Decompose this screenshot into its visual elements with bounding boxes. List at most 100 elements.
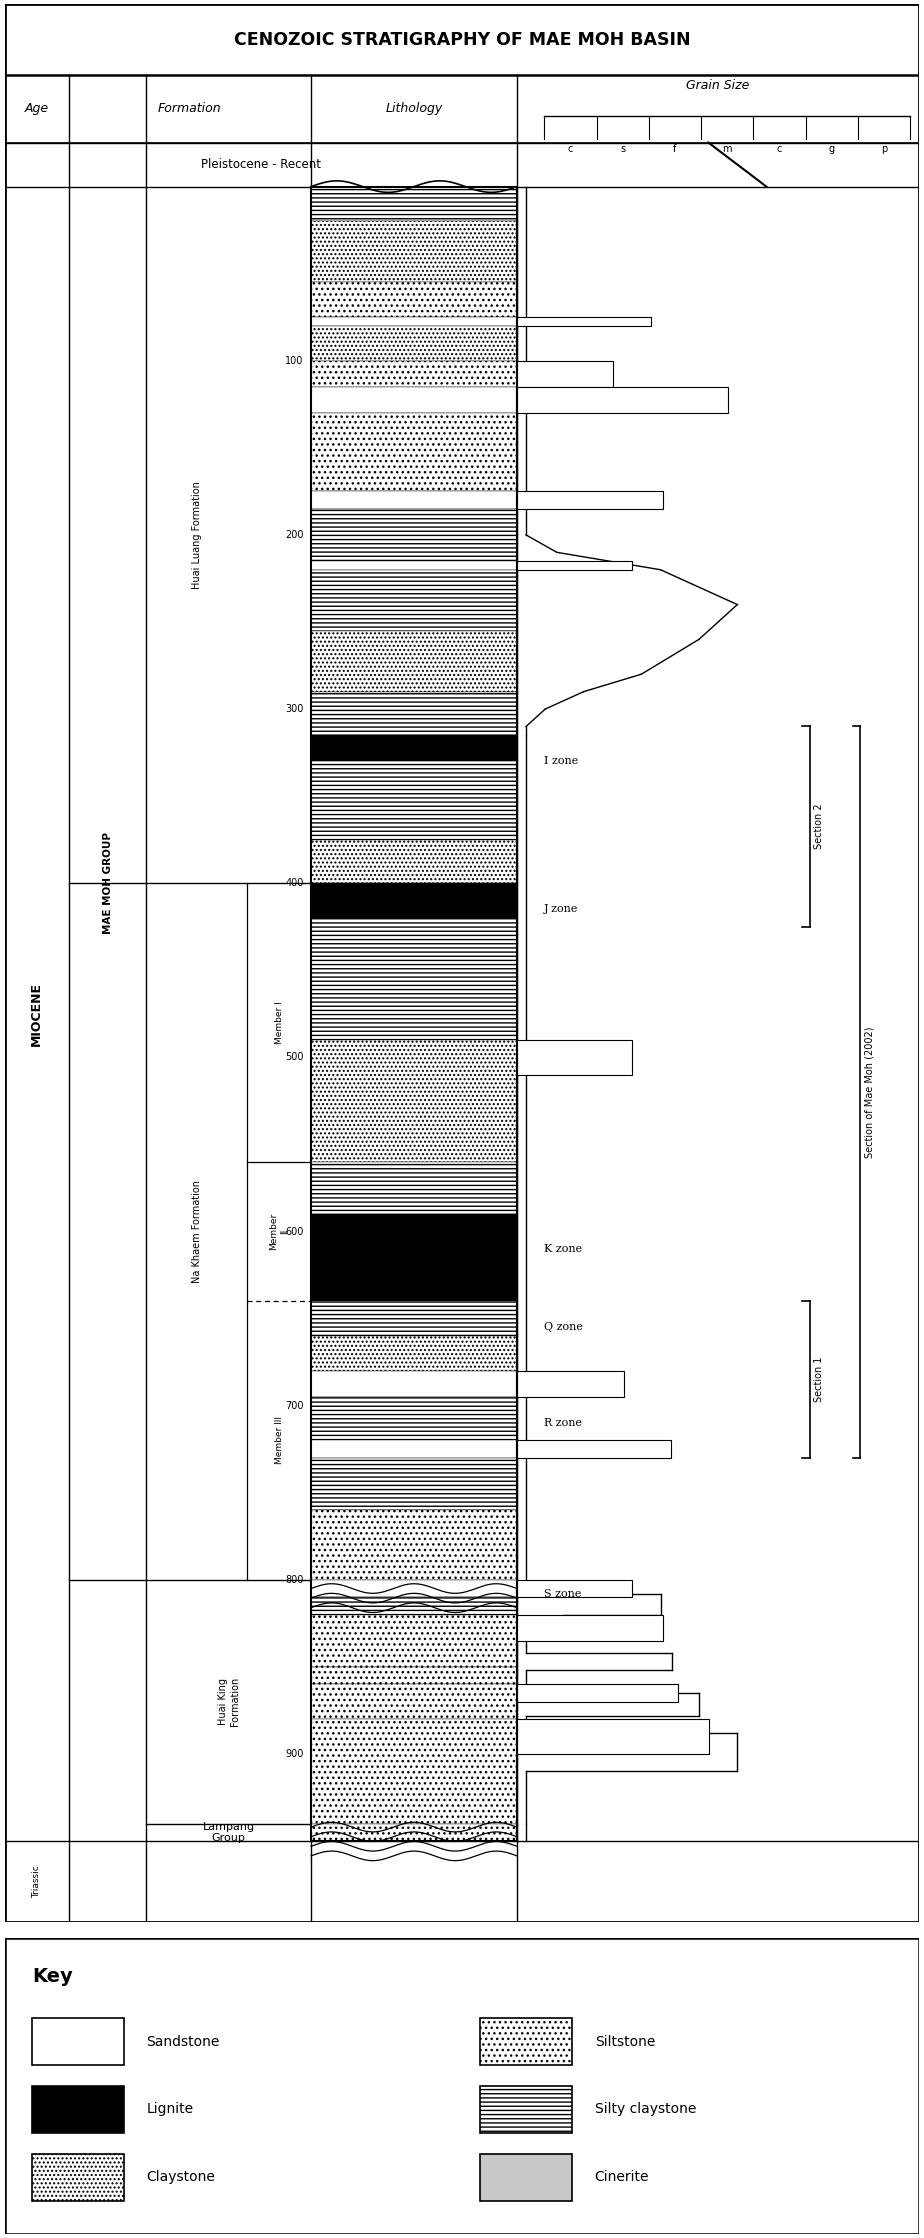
Bar bbox=[311, 1441, 517, 1457]
Text: Key: Key bbox=[32, 1967, 73, 1985]
Bar bbox=[517, 492, 663, 508]
Text: Sandstone: Sandstone bbox=[146, 2034, 220, 2048]
Bar bbox=[311, 1162, 517, 1213]
Text: I zone: I zone bbox=[544, 756, 578, 765]
Text: J zone: J zone bbox=[544, 904, 578, 915]
Bar bbox=[311, 571, 517, 631]
Text: c: c bbox=[777, 145, 783, 154]
Text: Triassic: Triassic bbox=[32, 1864, 42, 1898]
Bar bbox=[517, 1580, 632, 1598]
Bar bbox=[311, 1300, 517, 1336]
Bar bbox=[32, 2153, 124, 2200]
Text: Pleistocene - Recent: Pleistocene - Recent bbox=[201, 159, 321, 170]
Bar bbox=[311, 327, 517, 360]
Bar bbox=[311, 1598, 517, 1614]
Text: Section 1: Section 1 bbox=[814, 1356, 824, 1403]
Bar bbox=[311, 1397, 517, 1441]
Bar bbox=[311, 1824, 517, 1842]
Bar bbox=[311, 1667, 517, 1685]
Bar bbox=[517, 562, 632, 571]
Bar bbox=[311, 222, 517, 282]
Bar bbox=[311, 508, 517, 562]
Bar bbox=[517, 318, 651, 327]
Bar bbox=[311, 692, 517, 734]
Bar bbox=[311, 1685, 517, 1719]
Bar bbox=[311, 1041, 517, 1162]
Bar bbox=[311, 918, 517, 1041]
Bar bbox=[311, 900, 517, 909]
Bar bbox=[32, 2019, 124, 2066]
Bar bbox=[311, 492, 517, 508]
Text: Lampang
Group: Lampang Group bbox=[202, 1822, 255, 1844]
Bar bbox=[311, 414, 517, 492]
Text: Cinerite: Cinerite bbox=[595, 2171, 650, 2184]
Bar bbox=[311, 734, 517, 761]
Text: Huai King
Formation: Huai King Formation bbox=[218, 1676, 239, 1725]
Bar bbox=[311, 1511, 517, 1580]
Text: Huai Luang Formation: Huai Luang Formation bbox=[191, 481, 201, 589]
Bar bbox=[311, 1372, 517, 1397]
Text: Age: Age bbox=[25, 103, 49, 116]
Bar bbox=[311, 360, 517, 387]
Bar bbox=[311, 562, 517, 571]
Text: 200: 200 bbox=[286, 530, 304, 539]
Text: Lignite: Lignite bbox=[146, 2101, 193, 2117]
Bar bbox=[517, 360, 613, 387]
Text: Section 2: Section 2 bbox=[814, 803, 824, 850]
Bar bbox=[517, 387, 728, 414]
Bar bbox=[311, 884, 517, 900]
Bar bbox=[480, 2153, 572, 2200]
Text: Claystone: Claystone bbox=[146, 2171, 215, 2184]
Text: MIOCENE: MIOCENE bbox=[30, 982, 43, 1045]
Bar bbox=[311, 186, 517, 222]
Bar bbox=[311, 761, 517, 839]
Bar bbox=[311, 1213, 517, 1240]
Text: 700: 700 bbox=[286, 1401, 304, 1410]
Bar bbox=[311, 1240, 517, 1300]
Bar bbox=[311, 631, 517, 692]
Text: 300: 300 bbox=[286, 705, 304, 714]
Text: 100: 100 bbox=[286, 356, 304, 365]
Bar bbox=[311, 1457, 517, 1511]
Text: f: f bbox=[674, 145, 676, 154]
Bar bbox=[311, 1580, 517, 1598]
Bar bbox=[311, 282, 517, 318]
Text: CENOZOIC STRATIGRAPHY OF MAE MOH BASIN: CENOZOIC STRATIGRAPHY OF MAE MOH BASIN bbox=[234, 31, 690, 49]
Bar bbox=[311, 186, 517, 1842]
Bar bbox=[311, 1336, 517, 1372]
Text: MAE MOH GROUP: MAE MOH GROUP bbox=[103, 833, 113, 933]
Text: Silty claystone: Silty claystone bbox=[595, 2101, 696, 2117]
Text: g: g bbox=[829, 145, 835, 154]
Text: m: m bbox=[723, 145, 732, 154]
Bar bbox=[480, 2086, 572, 2133]
Text: Na Khaem Formation: Na Khaem Formation bbox=[191, 1179, 201, 1282]
Text: 400: 400 bbox=[286, 877, 304, 888]
Text: Formation: Formation bbox=[158, 103, 222, 116]
Bar bbox=[311, 1614, 517, 1667]
Bar bbox=[517, 1614, 663, 1640]
Text: Member III: Member III bbox=[274, 1417, 284, 1464]
Text: Lithology: Lithology bbox=[385, 103, 443, 116]
Bar bbox=[311, 909, 517, 918]
Text: Q zone: Q zone bbox=[544, 1323, 583, 1332]
Text: p: p bbox=[881, 145, 887, 154]
Bar bbox=[517, 1719, 709, 1755]
Text: R zone: R zone bbox=[544, 1419, 582, 1428]
Bar bbox=[311, 318, 517, 327]
Text: S zone: S zone bbox=[544, 1589, 582, 1598]
Text: c: c bbox=[567, 145, 573, 154]
Text: Siltstone: Siltstone bbox=[595, 2034, 655, 2048]
Text: s: s bbox=[620, 145, 626, 154]
Text: Member
II: Member II bbox=[270, 1213, 288, 1251]
Bar bbox=[311, 1719, 517, 1824]
Bar bbox=[517, 1041, 632, 1074]
Text: 500: 500 bbox=[286, 1052, 304, 1063]
Text: K zone: K zone bbox=[544, 1244, 582, 1253]
Bar bbox=[311, 387, 517, 414]
Bar bbox=[480, 2019, 572, 2066]
Text: 800: 800 bbox=[286, 1576, 304, 1585]
Text: Section of Mae Moh (2002): Section of Mae Moh (2002) bbox=[865, 1027, 874, 1157]
Text: 900: 900 bbox=[286, 1748, 304, 1759]
Bar bbox=[517, 1372, 625, 1397]
Bar bbox=[32, 2086, 124, 2133]
